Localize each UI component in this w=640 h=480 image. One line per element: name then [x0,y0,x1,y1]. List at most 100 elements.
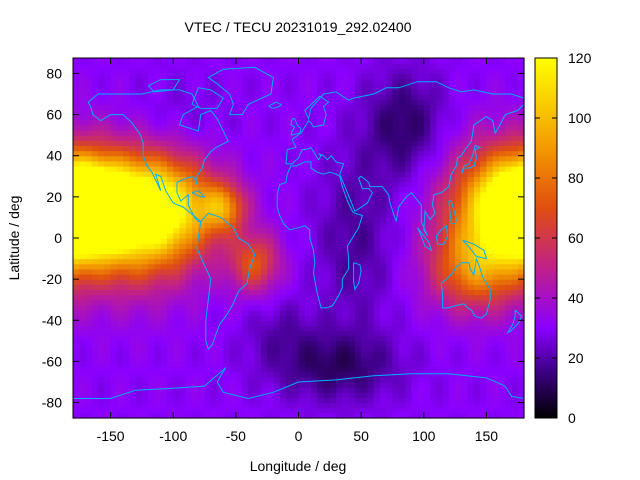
heatmap-cell [498,130,506,136]
heatmap-cell [166,356,174,363]
heatmap-cell [430,294,437,301]
heatmap-cell [73,392,80,399]
heatmap-cell [185,299,193,306]
heatmap-cell [85,109,93,116]
heatmap-cell [342,83,350,90]
heatmap-cell [198,99,206,105]
heatmap-cell [279,171,287,177]
heatmap-cell [304,299,312,306]
heatmap-cell [492,289,500,296]
heatmap-cell [110,412,118,419]
heatmap-cell [342,356,350,363]
heatmap-cell [455,325,462,332]
heatmap-cell [85,166,93,172]
heatmap-cell [473,186,481,193]
heatmap-cell [273,232,281,239]
heatmap-cell [373,315,381,321]
heatmap-cell [342,155,350,162]
heatmap-cell [386,232,394,239]
heatmap-cell [210,114,218,121]
heatmap-cell [461,335,469,342]
heatmap-cell [398,227,406,234]
heatmap-cell [116,346,124,352]
heatmap-cell [336,407,343,414]
heatmap-cell [455,335,462,342]
heatmap-cell [461,160,469,167]
heatmap-cell [498,330,506,337]
heatmap-cell [517,232,525,239]
heatmap-cell [329,94,337,100]
heatmap-cell [279,63,287,69]
heatmap-cell [348,155,356,162]
heatmap-cell [354,186,362,193]
heatmap-cell [505,191,513,198]
heatmap-cell [323,299,331,306]
heatmap-cell [423,181,431,188]
heatmap-cell [498,258,506,265]
heatmap-cell [116,130,124,136]
heatmap-cell [179,263,187,270]
heatmap-cell [79,191,87,198]
heatmap-cell [73,268,80,275]
heatmap-cell [448,181,456,188]
heatmap-cell [129,325,137,332]
heatmap-cell [148,310,156,316]
heatmap-cell [329,412,337,419]
heatmap-cell [411,94,419,100]
heatmap-cell [317,160,325,167]
heatmap-cell [336,109,343,116]
heatmap-cell [398,104,406,111]
heatmap-cell [517,351,525,357]
heatmap-cell [379,140,387,147]
heatmap-cell [129,63,137,69]
heatmap-cell [273,382,281,388]
heatmap-cell [198,382,206,388]
heatmap-cell [411,299,419,306]
heatmap-cell [260,186,268,193]
heatmap-cell [129,130,137,136]
heatmap-cell [242,119,249,126]
heatmap-cell [392,222,400,229]
heatmap-cell [379,371,387,378]
heatmap-cell [505,382,513,388]
heatmap-cell [160,171,168,177]
heatmap-cell [342,171,350,177]
heatmap-cell [254,181,262,188]
heatmap-cell [342,407,350,414]
heatmap-cell [242,58,249,64]
heatmap-cell [73,387,80,393]
heatmap-cell [292,232,300,239]
heatmap-cell [223,83,231,90]
heatmap-cell [329,397,337,404]
heatmap-cell [473,99,481,105]
heatmap-cell [223,232,231,239]
heatmap-cell [342,315,350,321]
heatmap-cell [160,104,168,111]
heatmap-cell [348,227,356,234]
heatmap-cell [73,382,80,388]
heatmap-cell [73,248,80,255]
heatmap-cell [379,253,387,260]
heatmap-cell [379,114,387,121]
heatmap-cell [342,160,350,167]
heatmap-cell [192,376,199,383]
heatmap-cell [342,99,350,105]
heatmap-cell [329,243,337,249]
heatmap-cell [160,78,168,85]
heatmap-cell [129,202,137,208]
heatmap-cell [229,119,237,126]
heatmap-cell [436,412,444,419]
heatmap-cell [517,407,525,414]
heatmap-cell [279,124,287,131]
heatmap-cell [116,232,124,239]
heatmap-cell [273,412,281,419]
heatmap-cell [398,155,406,162]
heatmap-cell [154,114,162,121]
heatmap-cell [129,186,137,193]
heatmap-cell [517,402,525,409]
heatmap-cell [411,83,419,90]
heatmap-cell [229,294,237,301]
heatmap-cell [192,340,199,347]
heatmap-cell [154,320,162,327]
heatmap-cell [254,387,262,393]
